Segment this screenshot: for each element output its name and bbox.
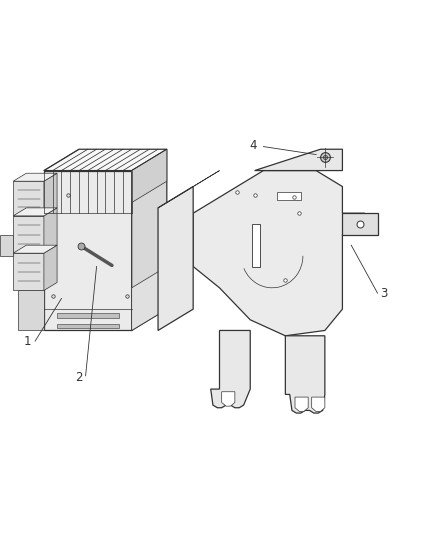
Polygon shape xyxy=(44,149,166,171)
Polygon shape xyxy=(13,253,44,290)
Bar xyxy=(276,192,300,200)
Polygon shape xyxy=(342,213,377,235)
Bar xyxy=(57,313,118,318)
Polygon shape xyxy=(13,245,57,253)
Bar xyxy=(252,224,260,266)
Polygon shape xyxy=(294,397,307,411)
Polygon shape xyxy=(13,216,44,253)
Polygon shape xyxy=(131,266,166,330)
Polygon shape xyxy=(44,173,57,216)
Polygon shape xyxy=(131,149,166,330)
Text: 4: 4 xyxy=(249,139,256,152)
Polygon shape xyxy=(0,235,13,256)
Polygon shape xyxy=(158,187,193,330)
Text: 3: 3 xyxy=(379,287,387,300)
Polygon shape xyxy=(311,397,324,411)
Polygon shape xyxy=(44,171,131,330)
Polygon shape xyxy=(158,171,219,208)
Polygon shape xyxy=(13,173,57,181)
Text: 1: 1 xyxy=(24,335,32,349)
Text: 2: 2 xyxy=(74,371,82,384)
Polygon shape xyxy=(285,336,324,413)
Polygon shape xyxy=(193,171,377,336)
Polygon shape xyxy=(210,330,250,408)
Bar xyxy=(57,324,118,328)
Polygon shape xyxy=(131,149,166,203)
Polygon shape xyxy=(18,290,44,330)
Polygon shape xyxy=(44,245,57,290)
Polygon shape xyxy=(221,392,234,406)
Polygon shape xyxy=(44,208,57,253)
Polygon shape xyxy=(13,208,57,216)
Polygon shape xyxy=(13,181,44,216)
Polygon shape xyxy=(254,149,342,171)
